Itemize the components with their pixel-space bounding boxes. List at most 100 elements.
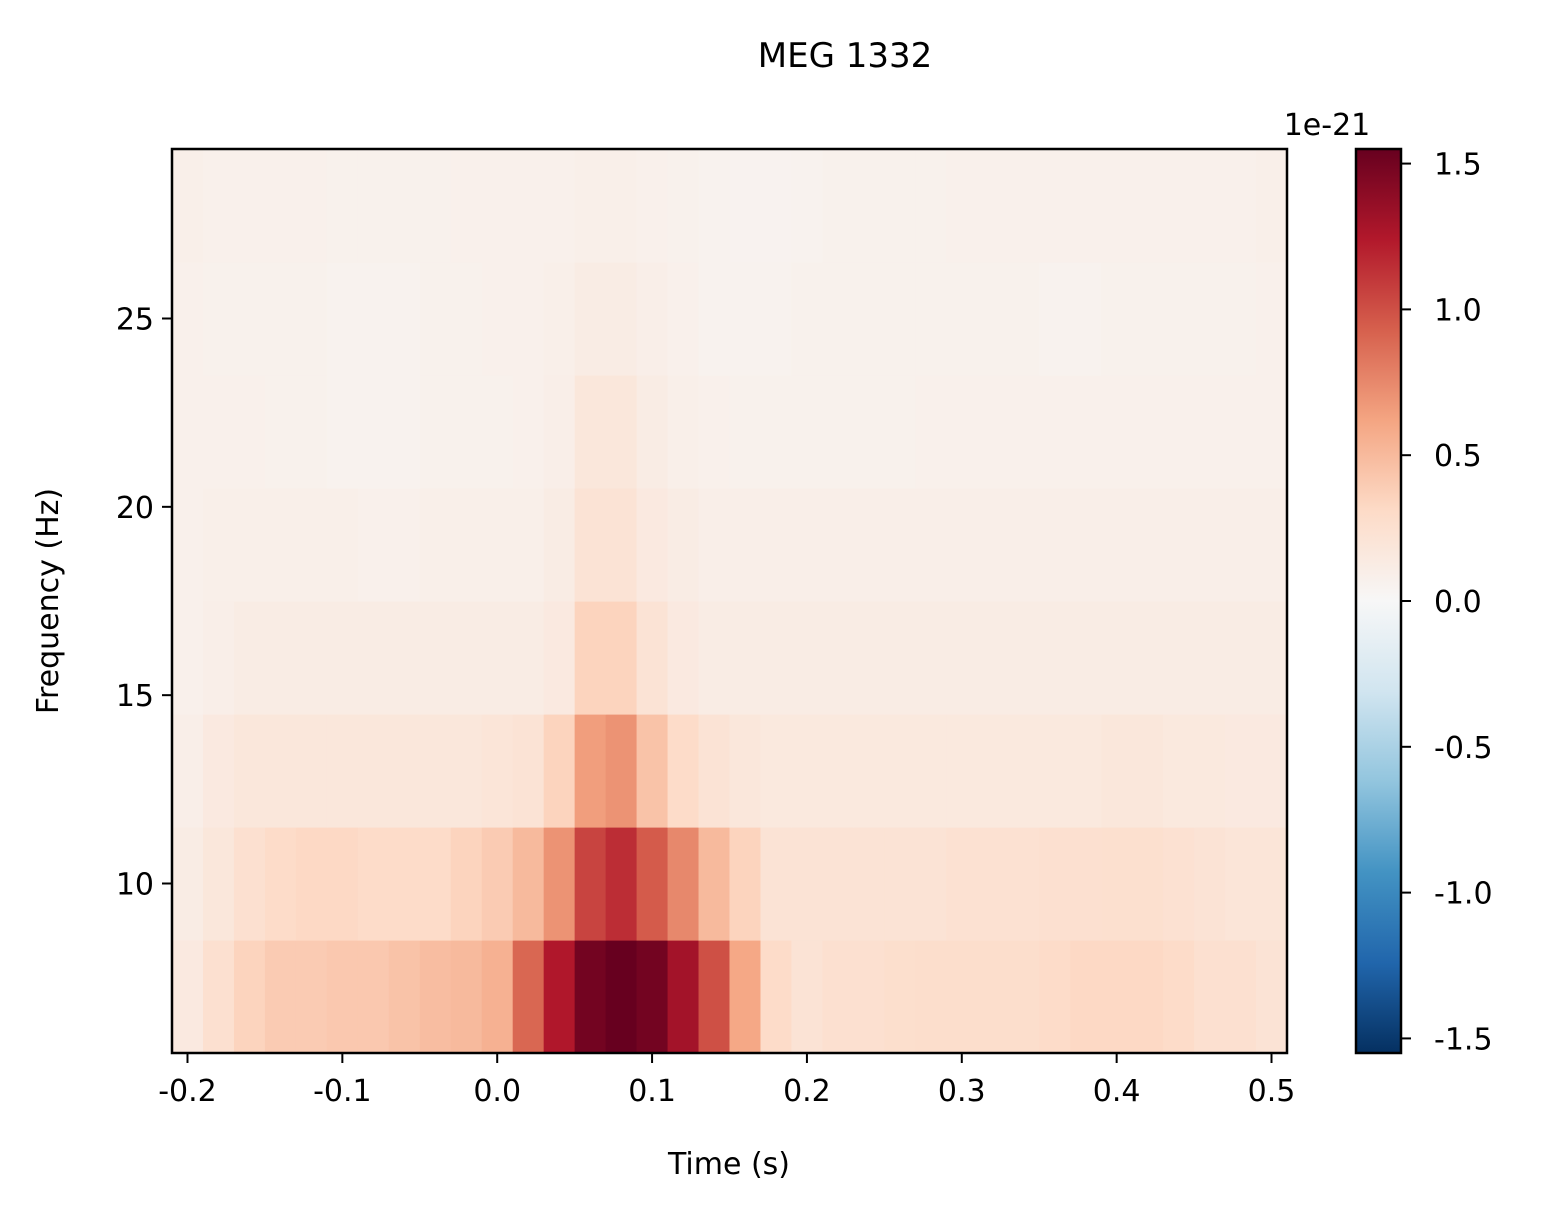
heatmap-cell bbox=[326, 827, 359, 941]
heatmap-cell bbox=[1070, 375, 1102, 489]
heatmap-cell bbox=[450, 827, 483, 941]
heatmap-cell bbox=[172, 601, 204, 715]
heatmap-cell bbox=[1008, 827, 1040, 941]
heatmap-cell bbox=[1163, 488, 1195, 602]
heatmap-cell bbox=[977, 375, 1009, 489]
heatmap-cell bbox=[419, 149, 452, 263]
heatmap-cell bbox=[1101, 488, 1133, 602]
heatmap-cell bbox=[1194, 714, 1226, 828]
heatmap-cell bbox=[729, 149, 762, 263]
heatmap-cell bbox=[388, 601, 421, 715]
heatmap-cell bbox=[884, 375, 916, 489]
heatmap-cell bbox=[388, 262, 421, 376]
heatmap-cell bbox=[760, 827, 793, 941]
heatmap-cell bbox=[1008, 601, 1040, 715]
heatmap-cell bbox=[729, 827, 762, 941]
heatmap-cell bbox=[1101, 940, 1133, 1054]
heatmap-cell bbox=[946, 827, 978, 941]
heatmap-cell bbox=[1039, 375, 1071, 489]
heatmap-cell bbox=[1132, 488, 1164, 602]
heatmap-cell bbox=[698, 601, 731, 715]
heatmap-cell bbox=[357, 714, 390, 828]
heatmap-cell bbox=[419, 262, 452, 376]
heatmap-cell bbox=[481, 714, 514, 828]
heatmap-cell bbox=[915, 940, 947, 1054]
heatmap-cell bbox=[698, 375, 731, 489]
heatmap-cell bbox=[233, 262, 266, 376]
heatmap-cell bbox=[264, 601, 297, 715]
heatmap-cell bbox=[1163, 714, 1195, 828]
heatmap-cell bbox=[512, 262, 545, 376]
heatmap-cell bbox=[388, 375, 421, 489]
colorbar-tick-label: 0.0 bbox=[1434, 585, 1482, 620]
heatmap-cell bbox=[172, 375, 204, 489]
heatmap-cell bbox=[1070, 149, 1102, 263]
heatmap-cell bbox=[295, 375, 328, 489]
heatmap-cell bbox=[729, 940, 762, 1054]
heatmap-cell bbox=[698, 827, 731, 941]
heatmap-cell bbox=[357, 940, 390, 1054]
heatmap-cell bbox=[822, 601, 854, 715]
heatmap-cell bbox=[853, 149, 885, 263]
heatmap-cell bbox=[760, 601, 793, 715]
heatmap-cell bbox=[1039, 827, 1071, 941]
heatmap-cell bbox=[574, 601, 607, 715]
heatmap-cell bbox=[357, 827, 390, 941]
heatmap-cell bbox=[853, 262, 885, 376]
heatmap-cell bbox=[1132, 149, 1164, 263]
heatmap-cell bbox=[419, 940, 452, 1054]
x-tick-label: 0.1 bbox=[628, 1074, 676, 1109]
heatmap-cell bbox=[605, 488, 638, 602]
heatmap-cell bbox=[1039, 940, 1071, 1054]
heatmap-cell bbox=[791, 940, 824, 1054]
heatmap-cell bbox=[760, 149, 793, 263]
heatmap-cell bbox=[419, 488, 452, 602]
heatmap-cell bbox=[295, 488, 328, 602]
heatmap-cell bbox=[884, 601, 916, 715]
heatmap-cell bbox=[481, 488, 514, 602]
heatmap-cell bbox=[636, 262, 669, 376]
heatmap-cell bbox=[884, 940, 916, 1054]
heatmap-cell bbox=[233, 488, 266, 602]
heatmap-cell bbox=[1008, 262, 1040, 376]
heatmap-cell bbox=[326, 488, 359, 602]
heatmap-cell bbox=[357, 488, 390, 602]
heatmap-cell bbox=[1225, 262, 1257, 376]
heatmap-cell bbox=[1163, 149, 1195, 263]
colorbar-tick-label: 1.0 bbox=[1434, 293, 1482, 328]
heatmap-cell bbox=[1101, 714, 1133, 828]
heatmap-cell bbox=[574, 375, 607, 489]
heatmap-cell bbox=[946, 601, 978, 715]
heatmap-cell bbox=[791, 827, 824, 941]
y-tick-label: 20 bbox=[116, 491, 154, 526]
heatmap-cell bbox=[543, 714, 576, 828]
heatmap-cell bbox=[791, 601, 824, 715]
heatmap-cell bbox=[326, 375, 359, 489]
heatmap-cell bbox=[295, 262, 328, 376]
heatmap-cell bbox=[326, 262, 359, 376]
heatmap-cell bbox=[636, 714, 669, 828]
heatmap-cell bbox=[1256, 375, 1288, 489]
heatmap-cell bbox=[1163, 262, 1195, 376]
heatmap-cell bbox=[543, 940, 576, 1054]
heatmap-cell bbox=[1194, 488, 1226, 602]
heatmap-cell bbox=[1225, 488, 1257, 602]
heatmap-cell bbox=[295, 827, 328, 941]
heatmap-cell bbox=[636, 375, 669, 489]
heatmap-cell bbox=[357, 149, 390, 263]
heatmap-cell bbox=[1101, 827, 1133, 941]
heatmap-cell bbox=[1132, 940, 1164, 1054]
heatmap-cell bbox=[1225, 601, 1257, 715]
heatmap-cell bbox=[1163, 601, 1195, 715]
heatmap-cell bbox=[977, 488, 1009, 602]
heatmap-cell bbox=[326, 149, 359, 263]
heatmap-cell bbox=[667, 940, 700, 1054]
heatmap-cell bbox=[884, 827, 916, 941]
heatmap-cell bbox=[419, 714, 452, 828]
heatmap-cell bbox=[1256, 601, 1288, 715]
y-axis-label: Frequency (Hz) bbox=[31, 488, 66, 714]
heatmap-cell bbox=[791, 488, 824, 602]
heatmap-cell bbox=[1039, 714, 1071, 828]
heatmap-cell bbox=[202, 488, 235, 602]
